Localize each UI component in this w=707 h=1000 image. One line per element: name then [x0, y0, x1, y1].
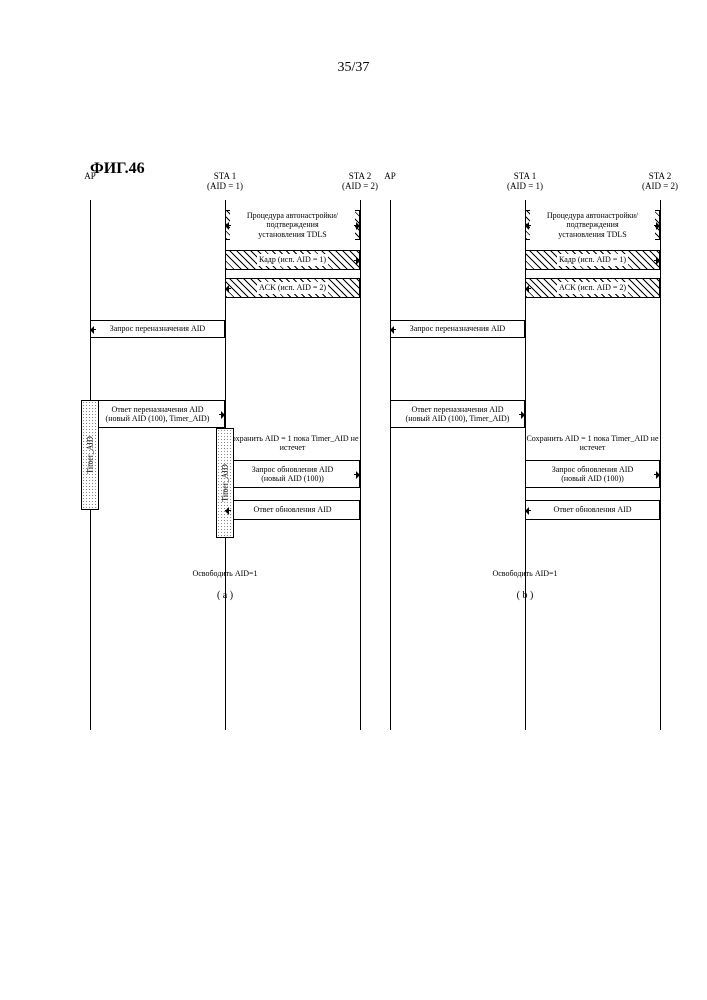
- msg-upd-rsp-b: Ответ обновления AID: [525, 500, 660, 520]
- msg-ack: ACK (исп. AID = 2): [225, 278, 360, 298]
- lifeline-sta2: [360, 200, 361, 730]
- msg-tdls: Процедура автонастройки/подтвержденияуст…: [225, 210, 360, 240]
- sublabel-a: ( a ): [90, 590, 360, 601]
- annot-release: Освободить AID=1: [175, 570, 275, 579]
- annot-keep: Сохранить AID = 1 пока Timer_AID не исте…: [225, 435, 360, 453]
- annot-release-b: Освободить AID=1: [475, 570, 575, 579]
- msg-frame-b: Кадр (исп. AID = 1): [525, 250, 660, 270]
- diagram-a: AP STA 1(AID = 1) STA 2(AID = 2) Процеду…: [90, 200, 360, 720]
- msg-reassign-req: Запрос переназначения AID: [90, 320, 225, 338]
- msg-reassign-rsp-b: Ответ переназначения AID(новый AID (100)…: [390, 400, 525, 428]
- msg-frame: Кадр (исп. AID = 1): [225, 250, 360, 270]
- timer-ap: Timer_AID: [81, 400, 99, 510]
- msg-reassign-rsp: Ответ переназначения AID(новый AID (100)…: [90, 400, 225, 428]
- sublabel-b: ( b ): [390, 590, 660, 601]
- msg-ack-b: ACK (исп. AID = 2): [525, 278, 660, 298]
- lifeline-ap-b: [390, 200, 391, 730]
- label-sta1: STA 1(AID = 1): [195, 172, 255, 192]
- label-sta1-b: STA 1(AID = 1): [495, 172, 555, 192]
- page-number: 35/37: [0, 60, 707, 76]
- lifeline-sta2-b: [660, 200, 661, 730]
- label-ap-b: AP: [360, 172, 420, 182]
- msg-upd-rsp: Ответ обновления AID: [225, 500, 360, 520]
- msg-tdls-b: Процедура автонастройки/подтвержденияуст…: [525, 210, 660, 240]
- label-sta2-b: STA 2(AID = 2): [630, 172, 690, 192]
- timer-sta1: Timer_AID: [216, 428, 234, 538]
- annot-keep-b: Сохранить AID = 1 пока Timer_AID не исте…: [525, 435, 660, 453]
- msg-upd-req: Запрос обновления AID(новый AID (100)): [225, 460, 360, 488]
- msg-reassign-req-b: Запрос переназначения AID: [390, 320, 525, 338]
- msg-upd-req-b: Запрос обновления AID(новый AID (100)): [525, 460, 660, 488]
- diagram-b: AP STA 1(AID = 1) STA 2(AID = 2) Процеду…: [390, 200, 660, 720]
- label-ap: AP: [60, 172, 120, 182]
